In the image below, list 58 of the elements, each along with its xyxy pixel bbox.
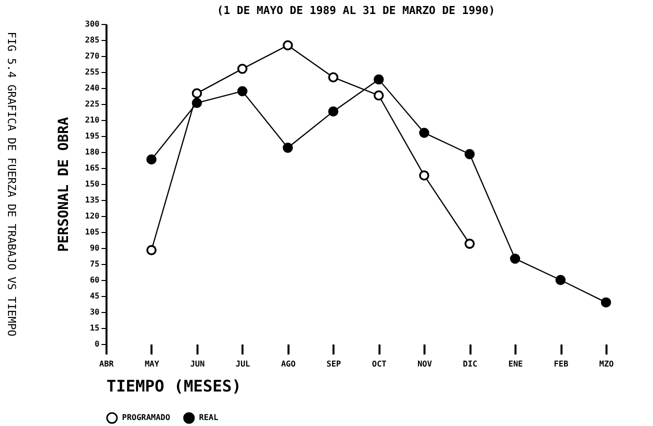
x-tick-label: JUN: [190, 360, 205, 368]
point: [419, 128, 430, 138]
point: [464, 238, 475, 249]
point: [237, 86, 248, 96]
legend-label: PROGRAMADO: [122, 413, 170, 422]
x-tick-label: AGO: [281, 360, 296, 368]
x-tick-label: OCT: [372, 360, 387, 368]
x-tick-label: ABR: [99, 360, 114, 368]
caption: FIG 5.4 GRAFICA DE FUERZA DE TRABAJO VS TIEMPO: [5, 32, 18, 336]
y-tick-label: 285: [85, 36, 100, 44]
y-tick-label: 135: [85, 196, 100, 204]
x-tick-label: ENE: [508, 360, 523, 368]
point: [328, 72, 338, 82]
y-tick-label: 225: [85, 100, 100, 108]
legend-label: REAL: [199, 413, 218, 422]
y-tick-label: 120: [85, 212, 100, 220]
point: [600, 297, 612, 308]
chart-title: (1 DE MAYO DE 1989 AL 31 DE MARZO DE 1990): [216, 4, 496, 17]
x-tick-label: MZO: [599, 360, 614, 368]
y-tick-label: 195: [85, 132, 100, 140]
y-tick-label: 300: [85, 20, 100, 28]
point: [282, 40, 293, 50]
point: [555, 274, 566, 286]
point: [237, 64, 248, 74]
y-tick-label: 60: [90, 276, 100, 284]
y-axis-title: PERSONAL DE OBRA: [56, 116, 72, 252]
y-tick-label: 150: [85, 180, 100, 188]
x-tick-label: FEB: [554, 360, 568, 368]
x-tick-label: MAY: [144, 360, 160, 368]
y-tick-label: 30: [90, 308, 100, 316]
y-tick-label: 90: [90, 244, 100, 252]
point: [192, 88, 202, 98]
y-tick-label: 75: [90, 260, 100, 268]
point: [328, 106, 338, 117]
y-tick-label: 105: [85, 228, 100, 236]
y-tick-label: 180: [85, 148, 100, 156]
point: [282, 142, 293, 153]
point: [374, 74, 384, 85]
point: [419, 170, 430, 181]
y-tick-label: 45: [90, 292, 100, 300]
point: [146, 154, 157, 165]
x-tick-label: SEP: [326, 360, 342, 368]
point: [374, 90, 384, 101]
y-tick-label: 0: [94, 340, 100, 348]
y-tick-label: 255: [85, 68, 100, 76]
y-tick-label: 210: [85, 116, 100, 124]
y-tick-label: 15: [90, 324, 100, 332]
y-tick-label: 240: [85, 84, 100, 92]
point: [146, 245, 157, 256]
x-tick-label: NOV: [417, 360, 432, 368]
x-tick-label: JUL: [236, 360, 250, 368]
point: [510, 254, 520, 264]
point: [192, 98, 202, 108]
y-tick-label: 165: [85, 164, 100, 172]
y-tick-label: 270: [85, 52, 100, 60]
x-tick-label: DIC: [462, 360, 478, 368]
x-axis-title: TIEMPO (MESES): [106, 376, 242, 396]
point: [464, 149, 475, 160]
